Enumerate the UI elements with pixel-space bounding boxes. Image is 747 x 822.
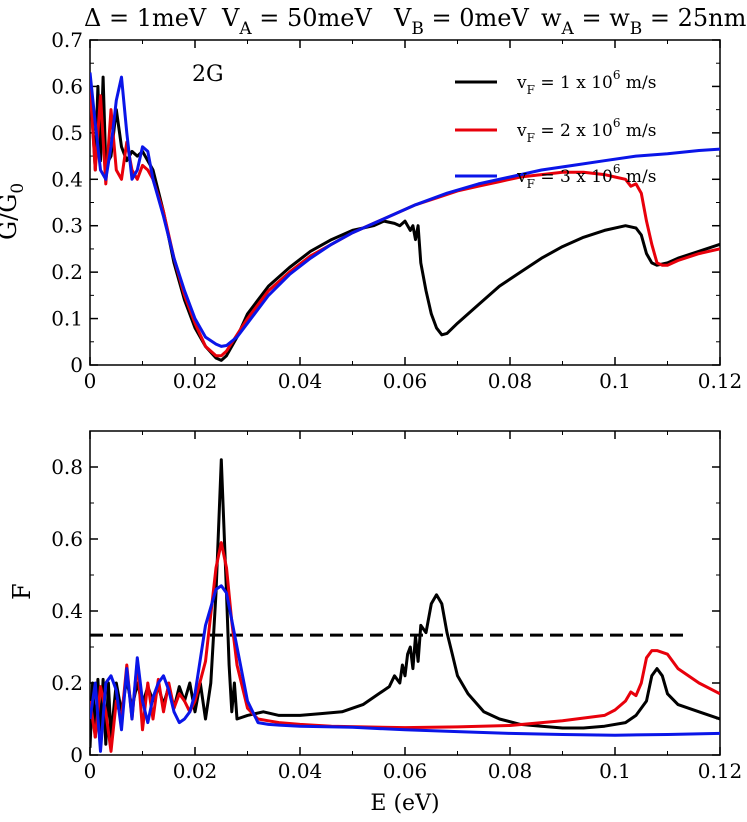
top-ticks: 0 0.02 0.04 0.06 0.08 0.1 0.12 0 0.1 0.2 0.3 0.4 0.5… [51,28,742,393]
top-ytick-label: 0.4 [51,167,83,191]
bottom-ytick-label: 0.6 [51,527,83,551]
legend-label-pre: v [516,167,527,187]
top-annotation: 2G [192,62,224,87]
legend-label-sub: F [527,83,535,97]
bottom-ytick-label: 0.4 [51,599,83,623]
header-delta: Δ = 1meV [84,4,207,32]
bottom-xlabel: E (eV) [370,791,439,816]
header-va-sub: A [238,19,252,39]
top-ylabel-main: G/G [0,194,22,240]
bottom-series-line-3 [90,584,720,753]
top-ylabel: G/G0 [0,183,28,240]
bottom-series-line-1 [90,458,720,748]
bottom-plot-frame [89,430,721,756]
top-ytick-label: 0.2 [51,260,83,284]
header-va: VA = 50meV [221,4,372,39]
top-xtick-label: 0.04 [278,369,323,393]
legend-label-post: m/s [620,121,656,141]
top-ytick-label: 0.5 [51,121,83,145]
top-legend: vF = 1 x 106 m/svF = 2 x 106 m/svF = 3 x… [455,68,656,191]
header-vb-sub: B [411,19,424,39]
header: Δ = 1meV VA = 50meV VB = 0meV wA = wB = … [84,4,747,39]
top-xtick-label: 0.1 [599,369,631,393]
legend-label-post: m/s [620,167,656,187]
top-ytick-label: 0.3 [51,214,83,238]
legend-label-mid: = 2 x 10 [535,121,613,141]
top-ytick-label: 0.1 [51,307,83,331]
legend-label-sub: F [527,177,535,191]
bottom-xtick-label: 0.12 [698,759,743,783]
header-va-label: V [221,4,240,32]
top-ytick-label: 0.6 [51,74,83,98]
bottom-ylabel: F [8,583,36,600]
legend-label-1: vF = 1 x 106 m/s [516,68,656,97]
top-ylabel-sub: 0 [8,183,28,194]
bottom-xtick-label: 0 [84,759,97,783]
legend-label-post: m/s [620,73,656,93]
legend-label-sup: 6 [613,116,621,130]
top-ytick-label: 0.7 [51,28,83,52]
top-xtick-label: 0.08 [488,369,533,393]
bottom-series [90,458,720,753]
legend-label-sup: 6 [613,68,621,82]
top-series-line-3 [90,72,720,348]
header-vb-value: = 0meV [424,4,530,32]
header-w: wA = wB = 25nm [541,4,747,39]
header-wa-sub: A [561,19,575,39]
top-xtick-label: 0.06 [383,369,428,393]
bottom-ytick-label: 0.8 [51,455,83,479]
header-wb-sub: B [630,19,643,39]
header-vb: VB = 0meV [393,4,529,39]
bottom-ytick-label: 0 [70,743,83,767]
header-vb-label: V [393,4,412,32]
header-wb-eq: = w [574,4,630,32]
top-xtick-label: 0.12 [698,369,743,393]
legend-label-mid: = 3 x 10 [535,167,613,187]
bottom-ticks: 0 0.02 0.04 0.06 0.08 0.1 0.12 0 0.2 0.4 0.6 0.8 [51,431,742,783]
bottom-xtick-label: 0.04 [278,759,323,783]
top-xtick-label: 0.02 [173,369,218,393]
header-wa-label: w [541,4,562,32]
legend-label-pre: v [516,73,527,93]
top-series [90,72,720,362]
bottom-xtick-label: 0.08 [488,759,533,783]
top-ytick-label: 0 [70,353,83,377]
legend-label-3: vF = 3 x 106 m/s [516,162,656,191]
bottom-xtick-label: 0.02 [173,759,218,783]
legend-label-mid: = 1 x 10 [535,73,613,93]
legend-label-pre: v [516,121,527,141]
legend-label-sub: F [527,131,535,145]
bottom-xtick-label: 0.06 [383,759,428,783]
legend-label-sup: 6 [613,162,621,176]
top-xtick-label: 0 [84,369,97,393]
header-wb-value: = 25nm [642,4,746,32]
header-va-value: = 50meV [252,4,373,32]
bottom-xtick-label: 0.1 [599,759,631,783]
bottom-ytick-label: 0.2 [51,671,83,695]
top-panel: 0 0.02 0.04 0.06 0.08 0.1 0.12 0 0.1 0.2 0.3 0.4 0.5… [0,28,742,393]
top-series-line-1 [90,75,720,362]
legend-label-2: vF = 2 x 106 m/s [516,116,656,145]
